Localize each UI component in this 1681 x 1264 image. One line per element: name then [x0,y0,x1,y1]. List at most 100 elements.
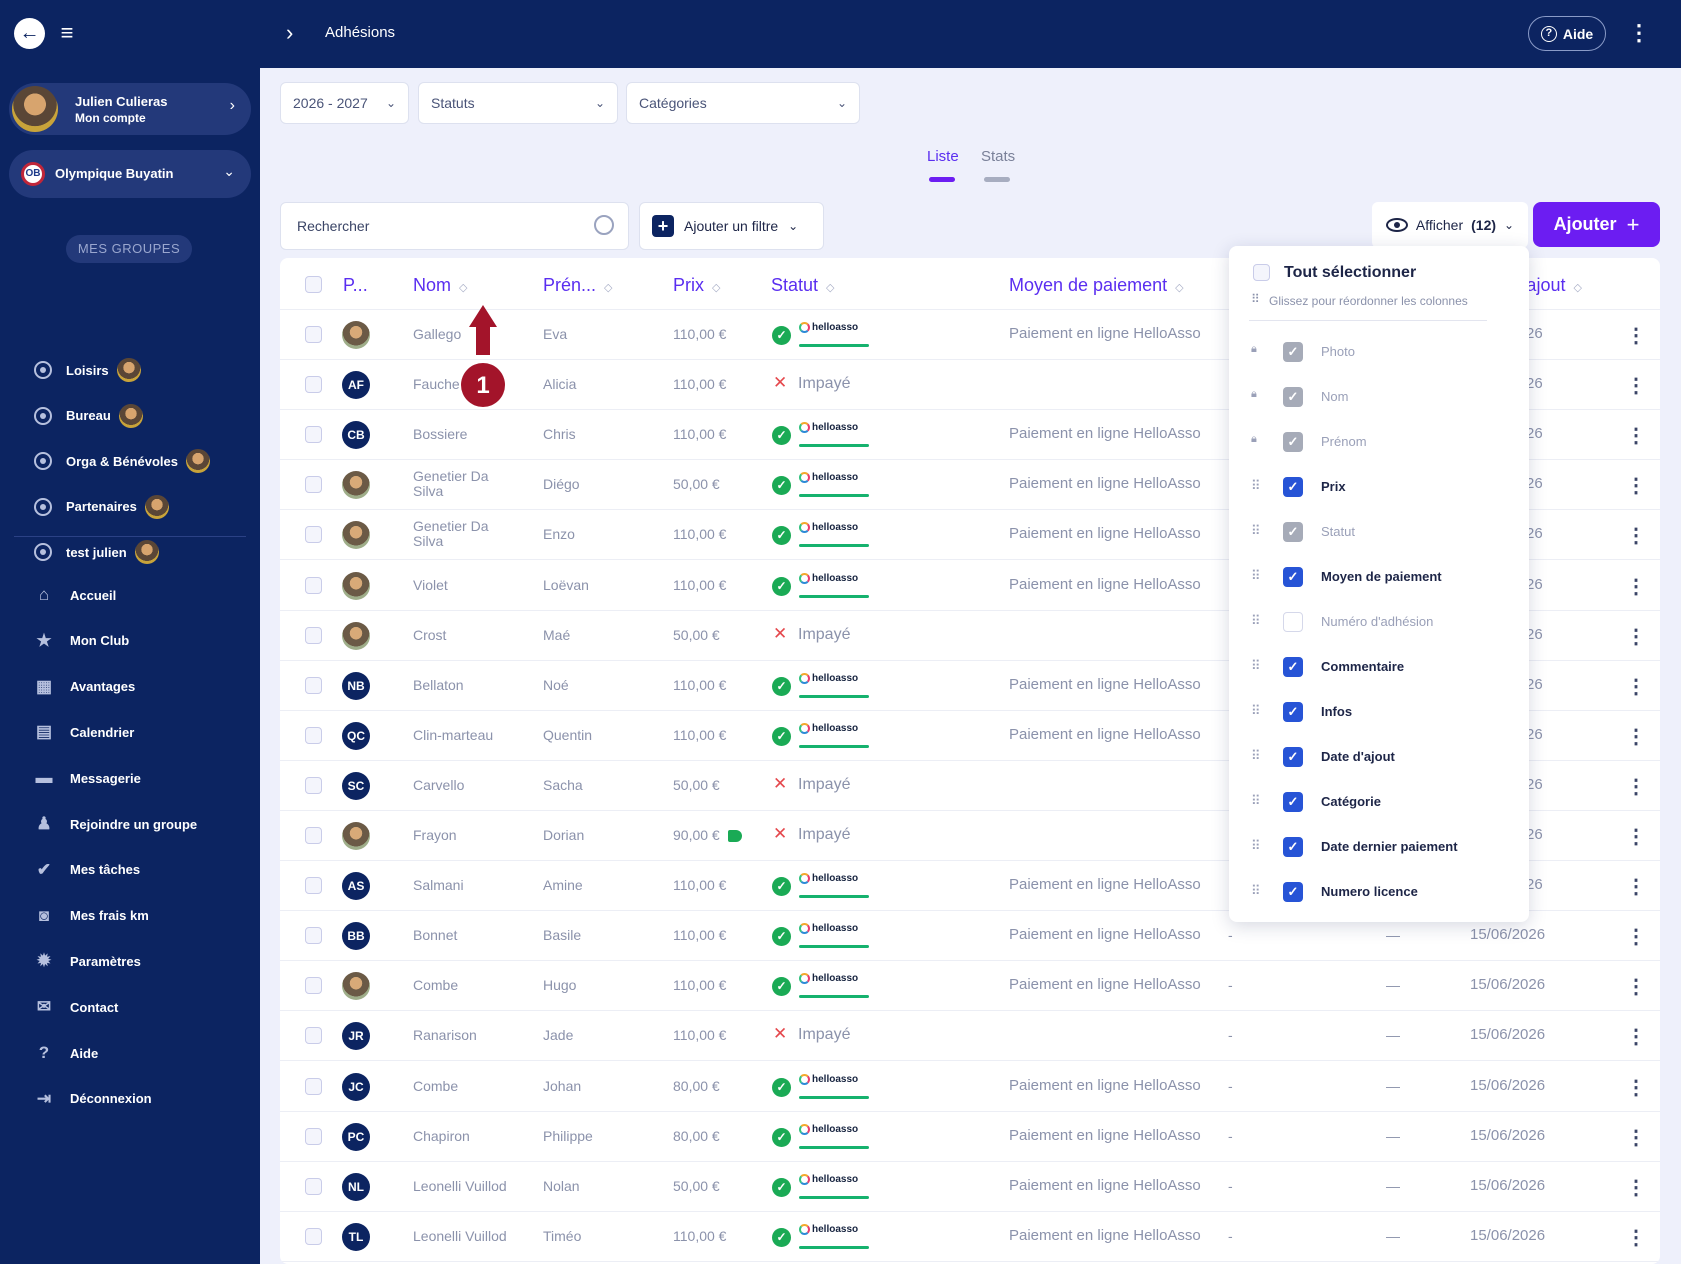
row-checkbox[interactable] [305,776,322,794]
table-row[interactable]: AF Fauche Alicia 110,00 € ✕ Impayé 26 ⋮ [280,360,1660,411]
column-option[interactable]: ⠿ ✓ Catégorie [1251,790,1511,814]
col-nom[interactable]: Nom ◇ [413,275,467,296]
row-checkbox[interactable] [305,1127,322,1145]
row-checkbox[interactable] [305,626,322,644]
column-checkbox[interactable]: ✓ [1283,342,1303,362]
row-menu-icon[interactable]: ⋮ [1626,775,1646,798]
drag-handle-icon[interactable]: ⠿ [1251,613,1261,628]
nav-item[interactable]: ▦ Avantages [34,672,135,702]
table-row[interactable]: JC Combe Johan 80,00 € ✓ helloasso Paiement en… [280,1062,1660,1112]
column-checkbox[interactable]: ✓ [1283,747,1303,767]
row-checkbox[interactable] [305,676,322,694]
account-card[interactable]: Julien Culieras Mon compte › [9,83,251,135]
nav-item[interactable]: ▬ Messagerie [34,763,141,793]
table-row[interactable]: CB Bossiere Chris 110,00 € ✓ helloasso Paiemen… [280,410,1660,461]
table-row[interactable]: NL Leonelli Vuillod Nolan 50,00 € ✓ helloasso… [280,1162,1660,1212]
row-checkbox[interactable] [305,827,322,844]
nav-item[interactable]: ◙ Mes frais km [34,901,149,931]
column-option[interactable]: ⠿ ✓ Date dernier paiement [1251,835,1511,859]
table-row[interactable]: NB Bellaton Noé 110,00 € ✓ helloasso Paiement … [280,661,1660,711]
column-option[interactable]: ⠿ ✓ Moyen de paiement [1251,565,1511,589]
drag-handle-icon[interactable]: ⠿ [1251,568,1261,583]
row-menu-icon[interactable]: ⋮ [1626,725,1646,748]
row-menu-icon[interactable]: ⋮ [1626,575,1646,598]
select-all-columns-checkbox[interactable] [1253,264,1270,281]
show-columns-button[interactable]: Afficher (12) ⌄ [1372,202,1528,248]
season-filter[interactable]: 2026 - 2027 ⌄ [280,82,409,124]
club-selector[interactable]: OB Olympique Buyatin ⌄ [9,150,251,198]
drag-handle-icon[interactable]: ⠿ [1251,748,1261,763]
column-option[interactable]: 🔒︎ ✓ Prénom [1251,430,1511,454]
column-checkbox[interactable]: ✓ [1283,522,1303,542]
table-row[interactable]: QC Clin-marteau Quentin 110,00 € ✓ helloasso P… [280,711,1660,761]
table-row[interactable]: BB Bonnet Basile 110,00 € ✓ helloasso Paiement… [280,911,1660,962]
drag-handle-icon[interactable]: ⠿ [1251,523,1261,538]
row-checkbox[interactable] [305,977,322,995]
row-menu-icon[interactable]: ⋮ [1626,1176,1646,1199]
tab-stats[interactable]: Stats [981,148,1016,165]
search-input[interactable]: Rechercher [280,202,629,250]
table-row[interactable]: Genetier Da Silva Diégo 50,00 € ✓ helloasso Pa… [280,460,1660,511]
column-option[interactable]: ⠿ ✓ Numero licence [1251,880,1511,904]
column-checkbox[interactable]: ✓ [1283,792,1303,812]
drag-handle-icon[interactable]: ⠿ [1251,703,1261,718]
column-option[interactable]: 🔒︎ ✓ Photo [1251,340,1511,364]
table-row[interactable]: AS Salmani Amine 110,00 € ✓ helloasso Paiement… [280,861,1660,912]
table-row[interactable]: PC Chapiron Philippe 80,00 € ✓ helloasso Paiem… [280,1112,1660,1162]
row-checkbox[interactable] [305,326,322,343]
row-menu-icon[interactable]: ⋮ [1626,1026,1646,1049]
row-menu-icon[interactable]: ⋮ [1626,375,1646,398]
row-checkbox[interactable] [305,526,322,544]
column-option[interactable]: ⠿ Numéro d'adhésion [1251,610,1511,634]
column-checkbox[interactable]: ✓ [1283,567,1303,587]
row-checkbox[interactable] [305,376,322,394]
row-checkbox[interactable] [305,877,322,895]
table-row[interactable]: Genetier Da Silva Enzo 110,00 € ✓ helloasso Pa… [280,510,1660,561]
tab-list[interactable]: Liste [927,148,959,165]
back-arrow-icon[interactable]: ← [14,18,45,49]
nav-item[interactable]: ★ Mon Club [34,626,129,656]
nav-item[interactable]: ♟ Rejoindre un groupe [34,809,197,839]
col-moyen[interactable]: Moyen de paiement ◇ [1009,275,1184,296]
row-menu-icon[interactable]: ⋮ [1626,675,1646,698]
drag-handle-icon[interactable]: ⠿ [1251,478,1261,493]
col-prenom[interactable]: Prén... ◇ [543,275,613,296]
column-checkbox[interactable]: ✓ [1283,432,1303,452]
row-menu-icon[interactable]: ⋮ [1626,826,1646,848]
row-menu-icon[interactable]: ⋮ [1626,926,1646,949]
table-row[interactable]: Violet Loëvan 110,00 € ✓ helloasso Paiement e… [280,561,1660,611]
row-menu-icon[interactable]: ⋮ [1626,525,1646,548]
column-option[interactable]: ⠿ ✓ Commentaire [1251,655,1511,679]
nav-item[interactable]: ▤ Calendrier [34,717,134,747]
row-menu-icon[interactable]: ⋮ [1626,1126,1646,1149]
table-row[interactable]: TL Leonelli Vuillod Timéo 110,00 € ✓ helloass… [280,1212,1660,1262]
nav-item[interactable]: ✉ Contact [34,992,119,1022]
column-checkbox[interactable] [1283,612,1303,632]
help-button[interactable]: ? Aide [1528,16,1606,51]
row-checkbox[interactable] [305,576,322,594]
column-option[interactable]: 🔒︎ ✓ Nom [1251,385,1511,409]
column-option[interactable]: ⠿ ✓ Statut [1251,520,1511,544]
row-checkbox[interactable] [305,426,322,444]
row-menu-icon[interactable]: ⋮ [1626,1076,1646,1099]
nav-item[interactable]: ✔ Mes tâches [34,855,140,885]
col-prix[interactable]: Prix ◇ [673,275,720,296]
select-all-checkbox[interactable] [305,276,322,293]
group-item[interactable]: Bureau [34,401,143,431]
group-item[interactable]: Orga & Bénévoles [34,446,210,476]
column-option[interactable]: ⠿ ✓ Infos [1251,700,1511,724]
row-menu-icon[interactable]: ⋮ [1626,325,1646,347]
menu-collapse-icon[interactable]: ≡ [60,20,74,45]
row-menu-icon[interactable]: ⋮ [1626,425,1646,448]
nav-item[interactable]: ⌂ Accueil [34,580,116,610]
column-option[interactable]: ⠿ ✓ Prix [1251,475,1511,499]
add-filter-button[interactable]: + Ajouter un filtre ⌄ [639,202,824,250]
add-button[interactable]: Ajouter + [1533,202,1660,247]
row-menu-icon[interactable]: ⋮ [1626,475,1646,498]
group-item[interactable]: Partenaires [34,492,169,522]
drag-handle-icon[interactable]: ⠿ [1251,883,1261,898]
nav-item[interactable]: ? Aide [34,1038,98,1068]
breadcrumb[interactable]: Adhésions [325,24,396,41]
column-option[interactable]: ⠿ ✓ Date d'ajout [1251,745,1511,769]
table-row[interactable]: Crost Maé 50,00 € ✕ Impayé 26 ⋮ [280,611,1660,661]
